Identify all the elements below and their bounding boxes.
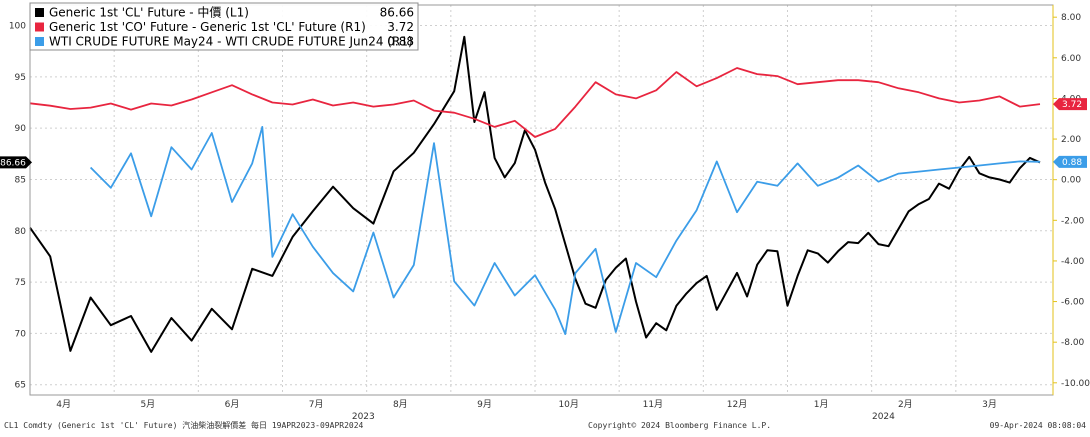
right-tick-label: -4.00: [1061, 257, 1085, 267]
left-tick-label: 90: [15, 124, 27, 134]
legend: Generic 1st 'CL' Future - 中價 (L1) 86.66 …: [29, 2, 419, 51]
year-tick-label: 2024: [872, 412, 895, 422]
month-tick-label: 2月: [898, 399, 913, 410]
legend-swatch-cl: [35, 8, 44, 17]
month-tick-label: 5月: [140, 399, 155, 410]
legend-value-wti-spread: 0.88: [387, 35, 414, 49]
left-tick-label: 100: [9, 22, 26, 32]
month-tick-label: 1月: [814, 399, 829, 410]
legend-label-cl: Generic 1st 'CL' Future - 中價 (L1): [49, 5, 249, 20]
left-tick-label: 70: [15, 329, 27, 339]
axes: 657075808590951008.006.004.002.000.00-2.…: [0, 4, 1090, 422]
legend-value-co-cl: 3.72: [387, 20, 414, 34]
series-layer: [29, 35, 1041, 353]
right-tick-label: -6.00: [1061, 298, 1085, 308]
footer-timestamp: 09-Apr-2024 08:08:04: [990, 421, 1087, 430]
series-line-3: [89, 126, 1041, 336]
month-tick-label: 12月: [727, 399, 747, 410]
right-last-value-tag-1: 3.72: [1053, 98, 1087, 111]
legend-label-co-cl: Generic 1st 'CO' Future - Generic 1st 'C…: [49, 20, 366, 34]
month-tick-label: 7月: [309, 399, 324, 410]
legend-value-cl: 86.66: [380, 6, 414, 20]
right-last-value-label: 3.72: [1062, 100, 1082, 110]
right-last-value-label: 0.88: [1062, 158, 1082, 168]
footer-left: CL1 Comdty (Generic 1st 'CL' Future) 汽油柴…: [4, 420, 364, 430]
left-tick-label: 95: [15, 73, 26, 83]
left-tick-label: 75: [15, 278, 26, 288]
left-tick-label: 85: [15, 175, 26, 185]
legend-box: [29, 2, 419, 51]
right-tick-label: -10.00: [1061, 379, 1090, 389]
month-tick-label: 6月: [225, 399, 240, 410]
right-tick-label: 2.00: [1061, 135, 1081, 145]
month-tick-label: 4月: [56, 399, 71, 410]
footer: CL1 Comdty (Generic 1st 'CL' Future) 汽油柴…: [4, 420, 1086, 430]
left-last-value-label: 86.66: [0, 158, 26, 168]
legend-swatch-wti-spread: [35, 37, 44, 46]
right-tick-label: -2.00: [1061, 216, 1085, 226]
left-tick-label: 80: [15, 227, 27, 237]
right-tick-label: 0.00: [1061, 176, 1081, 186]
legend-swatch-co-cl: [35, 22, 44, 32]
right-last-value-tag-2: 0.88: [1053, 155, 1087, 168]
month-tick-label: 3月: [982, 399, 997, 410]
month-tick-label: 10月: [558, 399, 578, 410]
right-tick-label: 6.00: [1061, 54, 1081, 64]
left-last-value-tag: 86.66: [0, 156, 32, 169]
right-tick-label: 8.00: [1061, 13, 1081, 23]
series-line-1: [29, 35, 1041, 353]
grid: [30, 5, 1053, 395]
month-tick-label: 9月: [477, 399, 492, 410]
month-tick-label: 8月: [393, 399, 408, 410]
footer-copyright: Copyright© 2024 Bloomberg Finance L.P.: [588, 421, 771, 430]
series-line-2: [29, 67, 1041, 138]
right-tick-label: -8.00: [1061, 338, 1085, 348]
month-tick-label: 11月: [643, 399, 663, 410]
legend-label-wti-spread: WTI CRUDE FUTURE May24 - WTI CRUDE FUTUR…: [49, 35, 413, 49]
left-tick-label: 65: [15, 381, 26, 391]
year-tick-label: 2023: [352, 412, 375, 422]
